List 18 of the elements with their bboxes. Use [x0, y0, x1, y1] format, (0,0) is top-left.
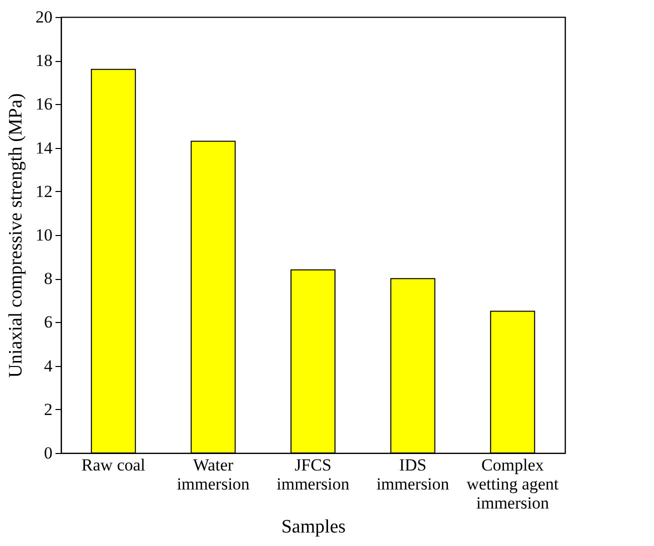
y-tick-label: 10	[36, 226, 52, 244]
y-tick-label: 14	[36, 138, 53, 158]
x-tick-label: JFCS immersion	[276, 456, 350, 494]
y-tick-label: 0	[44, 444, 52, 462]
x-tick-label: IDS immersion	[376, 456, 450, 494]
y-tick-label: 8	[44, 269, 52, 288]
y-tick-label: 18	[36, 51, 52, 70]
x-tick-label: Complex wetting agent immersion	[466, 456, 559, 512]
y-tick-label: 6	[44, 312, 52, 332]
x-tick-label: Water immersion	[176, 456, 250, 494]
x-axis-title: Samples	[281, 516, 346, 538]
y-axis-title: Uniaxial compressive strength (MPa)	[6, 93, 26, 378]
y-tick-label: 2	[44, 400, 52, 419]
x-tick-label: Raw coal	[82, 456, 146, 474]
y-tick-label: 12	[36, 182, 52, 201]
y-tick-label: 20	[36, 8, 52, 26]
y-tick-label: 4	[44, 356, 53, 376]
y-tick-label: 16	[36, 94, 52, 114]
